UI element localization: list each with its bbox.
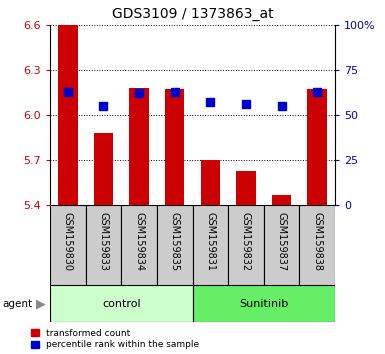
Text: GSM159830: GSM159830 bbox=[63, 212, 73, 271]
Text: GSM159838: GSM159838 bbox=[312, 212, 322, 271]
Point bbox=[136, 91, 142, 96]
Bar bbox=[58, 25, 78, 205]
Text: GSM159834: GSM159834 bbox=[134, 212, 144, 271]
Bar bbox=[94, 133, 113, 205]
Bar bbox=[192, 205, 228, 285]
Bar bbox=[307, 90, 327, 205]
Text: Sunitinib: Sunitinib bbox=[239, 298, 288, 309]
Bar bbox=[85, 205, 121, 285]
Bar bbox=[236, 171, 256, 205]
Bar bbox=[165, 90, 184, 205]
Text: agent: agent bbox=[2, 298, 32, 309]
Title: GDS3109 / 1373863_at: GDS3109 / 1373863_at bbox=[112, 7, 273, 21]
Legend: transformed count, percentile rank within the sample: transformed count, percentile rank withi… bbox=[32, 329, 199, 349]
Point bbox=[314, 89, 320, 95]
Point bbox=[278, 103, 285, 109]
Bar bbox=[50, 205, 85, 285]
Bar bbox=[129, 88, 149, 205]
Text: GSM159832: GSM159832 bbox=[241, 212, 251, 271]
Bar bbox=[50, 285, 192, 322]
Text: control: control bbox=[102, 298, 141, 309]
Text: GSM159835: GSM159835 bbox=[170, 212, 180, 271]
Point bbox=[243, 101, 249, 107]
Bar bbox=[157, 205, 192, 285]
Bar bbox=[228, 205, 264, 285]
Bar bbox=[121, 205, 157, 285]
Point bbox=[172, 89, 178, 95]
Point bbox=[100, 103, 107, 109]
Text: GSM159833: GSM159833 bbox=[99, 212, 109, 271]
Point bbox=[65, 89, 71, 95]
Point bbox=[207, 99, 213, 105]
Text: GSM159837: GSM159837 bbox=[276, 212, 286, 271]
Bar bbox=[192, 285, 335, 322]
Text: GSM159831: GSM159831 bbox=[205, 212, 215, 271]
Text: ▶: ▶ bbox=[35, 297, 45, 310]
Bar bbox=[300, 205, 335, 285]
Bar bbox=[272, 195, 291, 205]
Bar bbox=[201, 160, 220, 205]
Bar bbox=[264, 205, 300, 285]
